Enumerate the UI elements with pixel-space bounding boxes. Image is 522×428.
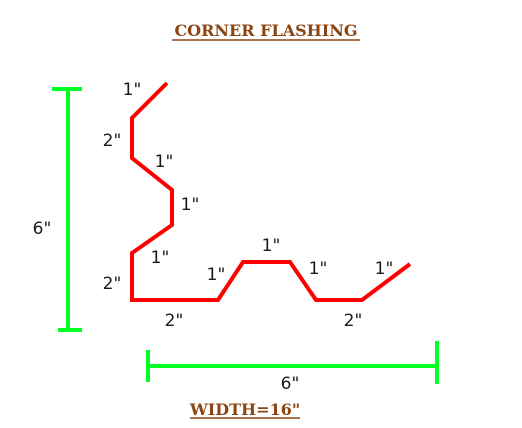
vertical-dimension-line (52, 87, 82, 332)
segment-label: 2" (103, 274, 122, 294)
vertical-dimension-label: 6" (33, 219, 52, 239)
diagram-title: CORNER FLASHING (174, 21, 357, 40)
segment-label: 1" (181, 195, 200, 215)
segment-label: 2" (165, 311, 184, 331)
segment-label: 1" (309, 259, 328, 279)
horizontal-dimension-line (146, 341, 439, 384)
segment-label: 1" (123, 80, 142, 100)
segment-label: 1" (262, 236, 281, 256)
segment-label: 1" (151, 248, 170, 268)
flashing-profile (130, 81, 412, 302)
width-label: WIDTH=16" (189, 400, 300, 419)
horizontal-dimension-label: 6" (281, 374, 300, 394)
segment-label: 2" (103, 131, 122, 151)
segment-label: 1" (375, 259, 394, 279)
segment-label: 1" (207, 265, 226, 285)
segment-labels: 1" 2" 1" 1" 1" 2" 2" 1" 1" 1" 2" 1" (103, 80, 394, 331)
segment-label: 2" (344, 311, 363, 331)
segment-label: 1" (155, 152, 174, 172)
